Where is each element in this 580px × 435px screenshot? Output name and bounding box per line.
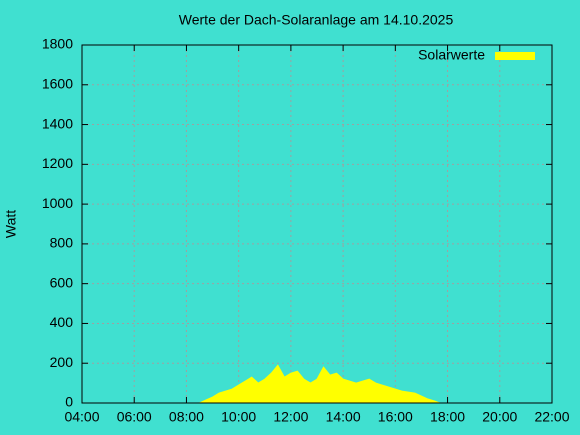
y-tick-label: 600 <box>50 274 74 290</box>
y-tick-label: 1000 <box>42 195 73 211</box>
chart-title: Werte der Dach-Solaranlage am 14.10.2025 <box>179 12 454 28</box>
x-tick-label: 18:00 <box>430 409 465 425</box>
y-axis-label: Watt <box>3 210 19 238</box>
y-tick-label: 1600 <box>42 75 73 91</box>
y-tick-label: 200 <box>50 354 74 370</box>
legend-label: Solarwerte <box>418 47 485 63</box>
x-tick-label: 20:00 <box>482 409 517 425</box>
x-tick-label: 16:00 <box>378 409 413 425</box>
y-tick-label: 1800 <box>42 36 73 52</box>
y-tick-label: 1200 <box>42 155 73 171</box>
x-tick-label: 08:00 <box>169 409 204 425</box>
plot-frame <box>81 44 553 404</box>
x-tick-label: 04:00 <box>64 409 99 425</box>
x-tick-label: 06:00 <box>117 409 152 425</box>
x-tick-label: 14:00 <box>326 409 361 425</box>
area <box>199 364 440 404</box>
x-tick-label: 12:00 <box>273 409 308 425</box>
y-tick-label: 1400 <box>42 115 73 131</box>
x-tick-label: 22:00 <box>534 409 569 425</box>
x-tick-label: 10:00 <box>221 409 256 425</box>
y-tick-label: 0 <box>65 394 73 410</box>
y-tick-label: 800 <box>50 235 74 251</box>
y-tick-label: 400 <box>50 314 74 330</box>
legend-swatch <box>495 52 535 60</box>
